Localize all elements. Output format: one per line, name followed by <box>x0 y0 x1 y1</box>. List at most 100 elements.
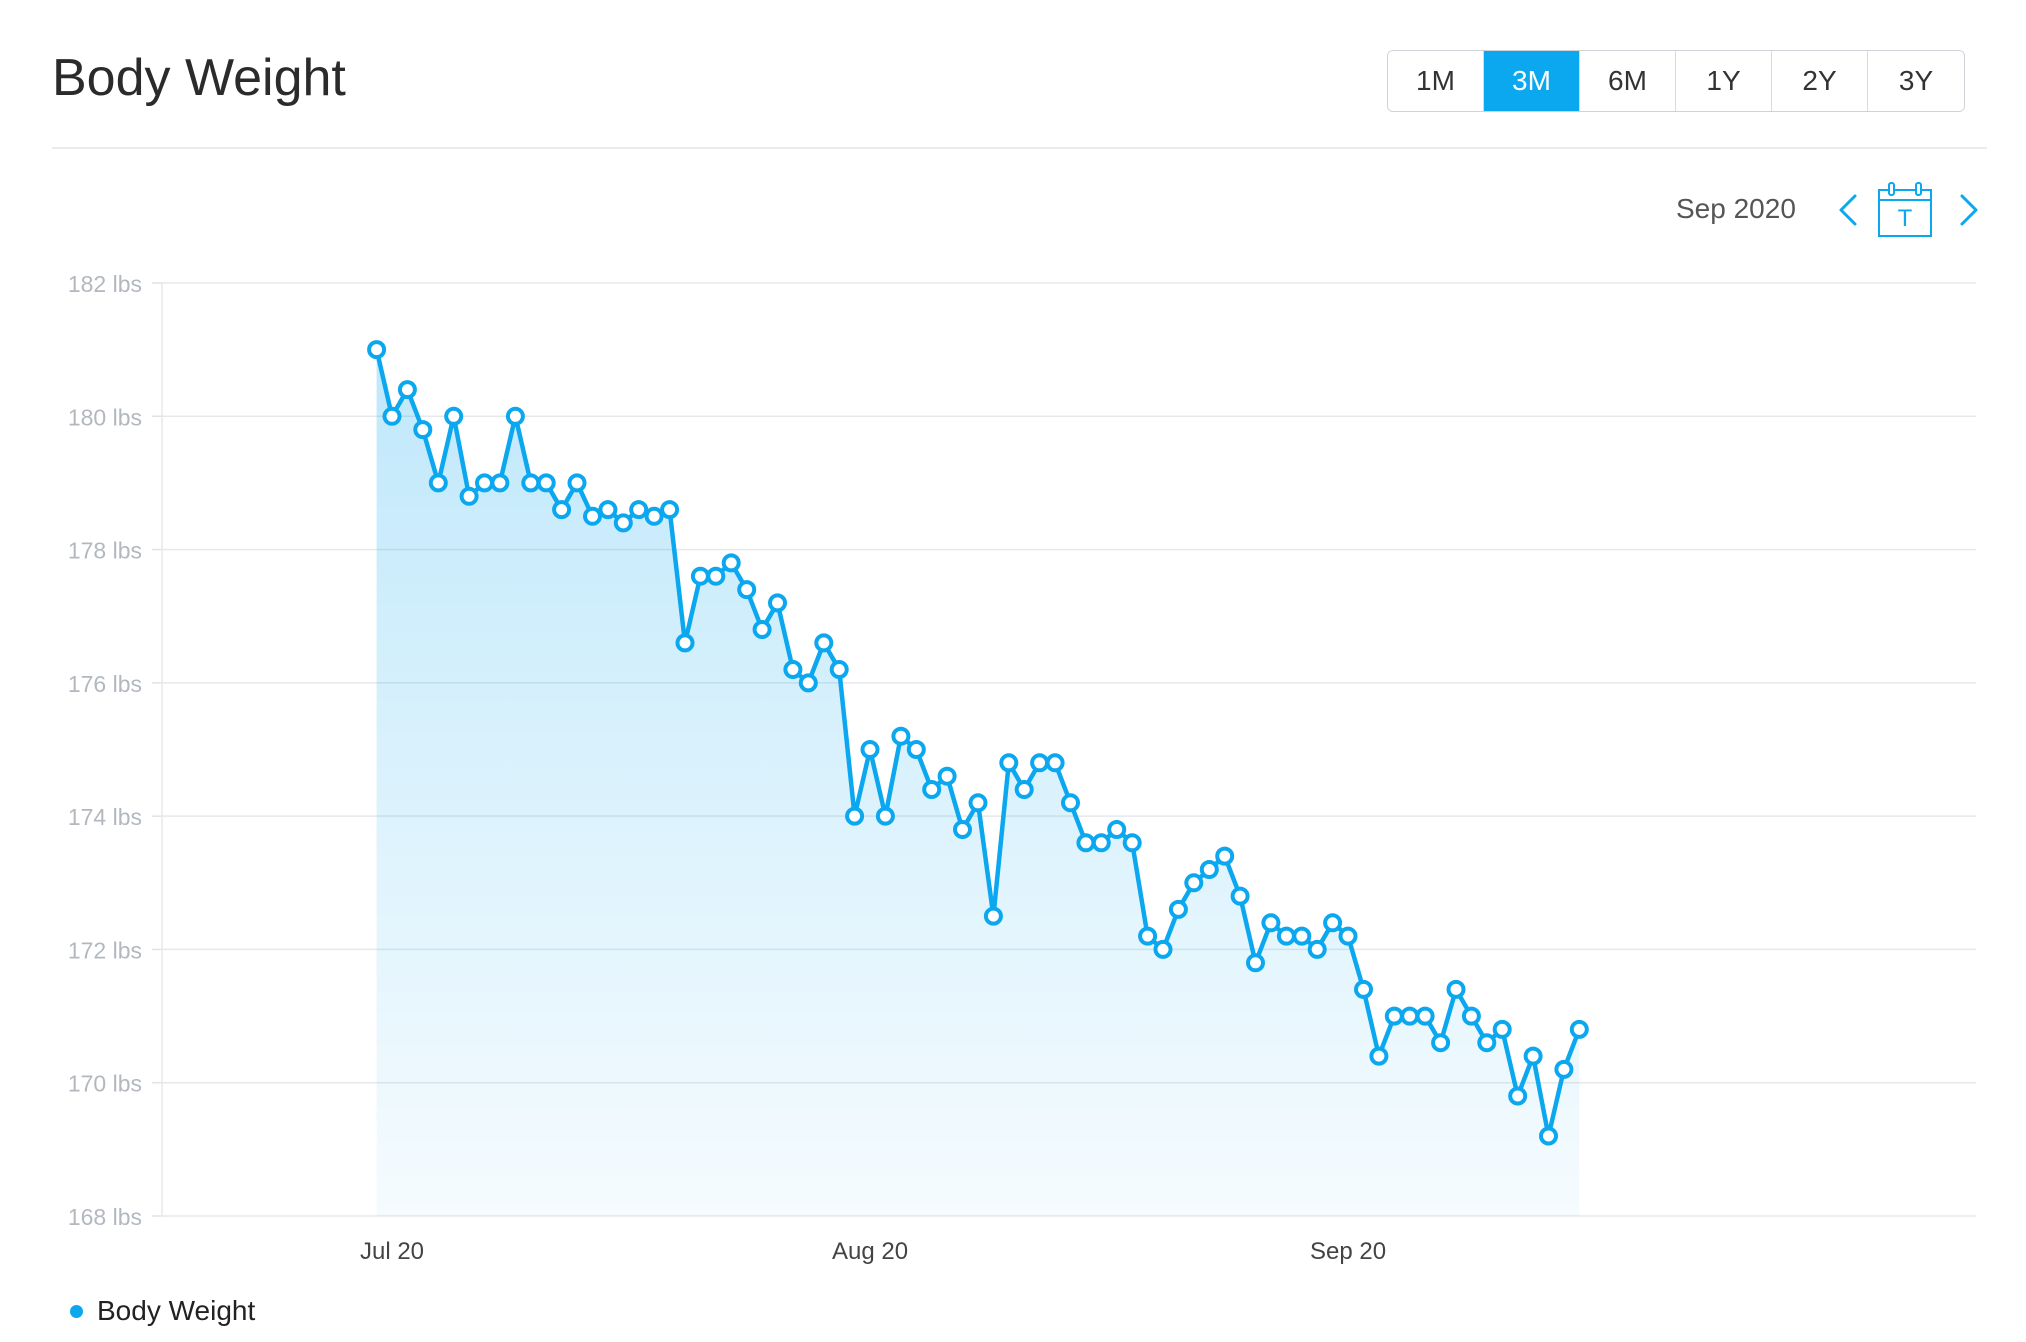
data-point[interactable] <box>1045 753 1065 773</box>
data-point[interactable] <box>1014 780 1034 799</box>
data-point[interactable] <box>552 500 572 520</box>
chevron-left-icon[interactable] <box>1833 190 1863 230</box>
data-point[interactable] <box>983 906 1003 926</box>
chart-legend: Body Weight <box>70 1295 255 1327</box>
data-point[interactable] <box>397 380 417 400</box>
data-point[interactable] <box>845 806 865 826</box>
calendar-today-icon[interactable]: T <box>1877 180 1933 238</box>
data-point[interactable] <box>1091 833 1111 853</box>
data-point[interactable] <box>629 500 649 520</box>
data-point[interactable] <box>1153 939 1173 959</box>
data-point[interactable] <box>860 740 880 759</box>
data-point[interactable] <box>660 500 680 520</box>
data-point[interactable] <box>475 473 494 493</box>
data-point[interactable] <box>783 660 803 679</box>
data-point[interactable] <box>906 740 926 759</box>
data-point[interactable] <box>1508 1086 1528 1106</box>
data-point[interactable] <box>583 506 602 526</box>
data-point[interactable] <box>1199 860 1219 879</box>
data-point[interactable] <box>382 406 402 426</box>
data-point[interactable] <box>690 566 710 586</box>
y-tick-label: 176 lbs <box>68 671 142 697</box>
data-point[interactable] <box>968 793 988 813</box>
data-point[interactable] <box>768 593 787 613</box>
data-point[interactable] <box>1292 926 1312 946</box>
data-point[interactable] <box>521 473 541 493</box>
data-point[interactable] <box>752 620 772 639</box>
data-point[interactable] <box>1076 833 1096 853</box>
data-point[interactable] <box>490 473 510 493</box>
data-point[interactable] <box>444 406 464 426</box>
data-point[interactable] <box>1138 926 1158 946</box>
x-tick-label: Aug 20 <box>832 1238 908 1265</box>
range-3m-button[interactable]: 3M <box>1484 51 1580 111</box>
data-point[interactable] <box>367 340 387 360</box>
data-point[interactable] <box>999 753 1019 773</box>
data-point[interactable] <box>721 553 741 573</box>
chevron-right-icon[interactable] <box>1954 190 1984 230</box>
data-point[interactable] <box>413 420 433 440</box>
legend-label: Body Weight <box>97 1295 256 1326</box>
data-point[interactable] <box>675 633 695 653</box>
data-point[interactable] <box>1261 913 1281 933</box>
data-point[interactable] <box>798 673 818 693</box>
chart-series-area <box>376 349 1580 1217</box>
data-point[interactable] <box>613 513 633 533</box>
range-3y-button[interactable]: 3Y <box>1868 51 1964 111</box>
data-point[interactable] <box>1477 1033 1497 1053</box>
x-tick-label: Sep 20 <box>1310 1238 1386 1265</box>
data-point[interactable] <box>505 406 525 426</box>
data-point[interactable] <box>598 500 618 520</box>
range-1m-button[interactable]: 1M <box>1388 51 1484 111</box>
data-point[interactable] <box>1276 926 1296 946</box>
range-1y-button[interactable]: 1Y <box>1676 51 1772 111</box>
legend-marker <box>70 1304 83 1318</box>
data-point[interactable] <box>737 580 757 600</box>
data-point[interactable] <box>1539 1126 1558 1146</box>
data-point[interactable] <box>1215 846 1235 866</box>
x-tick-label: Jul 20 <box>360 1238 424 1265</box>
data-point[interactable] <box>1431 1033 1451 1053</box>
data-point[interactable] <box>1061 793 1080 813</box>
data-point[interactable] <box>1569 1019 1589 1039</box>
data-point[interactable] <box>1184 873 1204 893</box>
data-point[interactable] <box>922 780 942 799</box>
data-point[interactable] <box>706 566 726 586</box>
data-point[interactable] <box>1400 1006 1420 1026</box>
data-point[interactable] <box>1030 753 1050 773</box>
data-point[interactable] <box>1369 1046 1389 1066</box>
data-point[interactable] <box>829 660 849 679</box>
data-point[interactable] <box>536 473 556 493</box>
data-point[interactable] <box>1446 979 1466 999</box>
data-point[interactable] <box>953 820 972 839</box>
data-point[interactable] <box>891 726 911 746</box>
data-point[interactable] <box>1461 1006 1481 1026</box>
data-point[interactable] <box>875 806 895 826</box>
data-point[interactable] <box>1107 820 1127 839</box>
data-point[interactable] <box>1230 886 1250 906</box>
header-divider <box>52 147 1987 149</box>
period-label: Sep 2020 <box>1676 193 1796 224</box>
data-point[interactable] <box>1246 953 1265 973</box>
data-point[interactable] <box>1492 1019 1512 1039</box>
data-point[interactable] <box>1415 1006 1435 1026</box>
data-point[interactable] <box>1323 913 1343 933</box>
data-point[interactable] <box>459 486 479 506</box>
data-point[interactable] <box>428 473 448 493</box>
range-2y-button[interactable]: 2Y <box>1772 51 1868 111</box>
data-point[interactable] <box>1168 899 1188 919</box>
data-point[interactable] <box>1338 926 1358 946</box>
data-point[interactable] <box>1554 1059 1574 1079</box>
data-point[interactable] <box>1384 1006 1404 1026</box>
data-point[interactable] <box>1307 939 1327 959</box>
data-point[interactable] <box>644 506 664 526</box>
data-point[interactable] <box>1122 833 1142 853</box>
data-point[interactable] <box>937 766 957 786</box>
data-point[interactable] <box>567 473 587 493</box>
y-tick-label: 180 lbs <box>68 404 142 430</box>
data-point[interactable] <box>814 633 834 653</box>
data-point[interactable] <box>1523 1046 1543 1066</box>
data-point[interactable] <box>1354 979 1373 999</box>
range-6m-button[interactable]: 6M <box>1580 51 1676 111</box>
